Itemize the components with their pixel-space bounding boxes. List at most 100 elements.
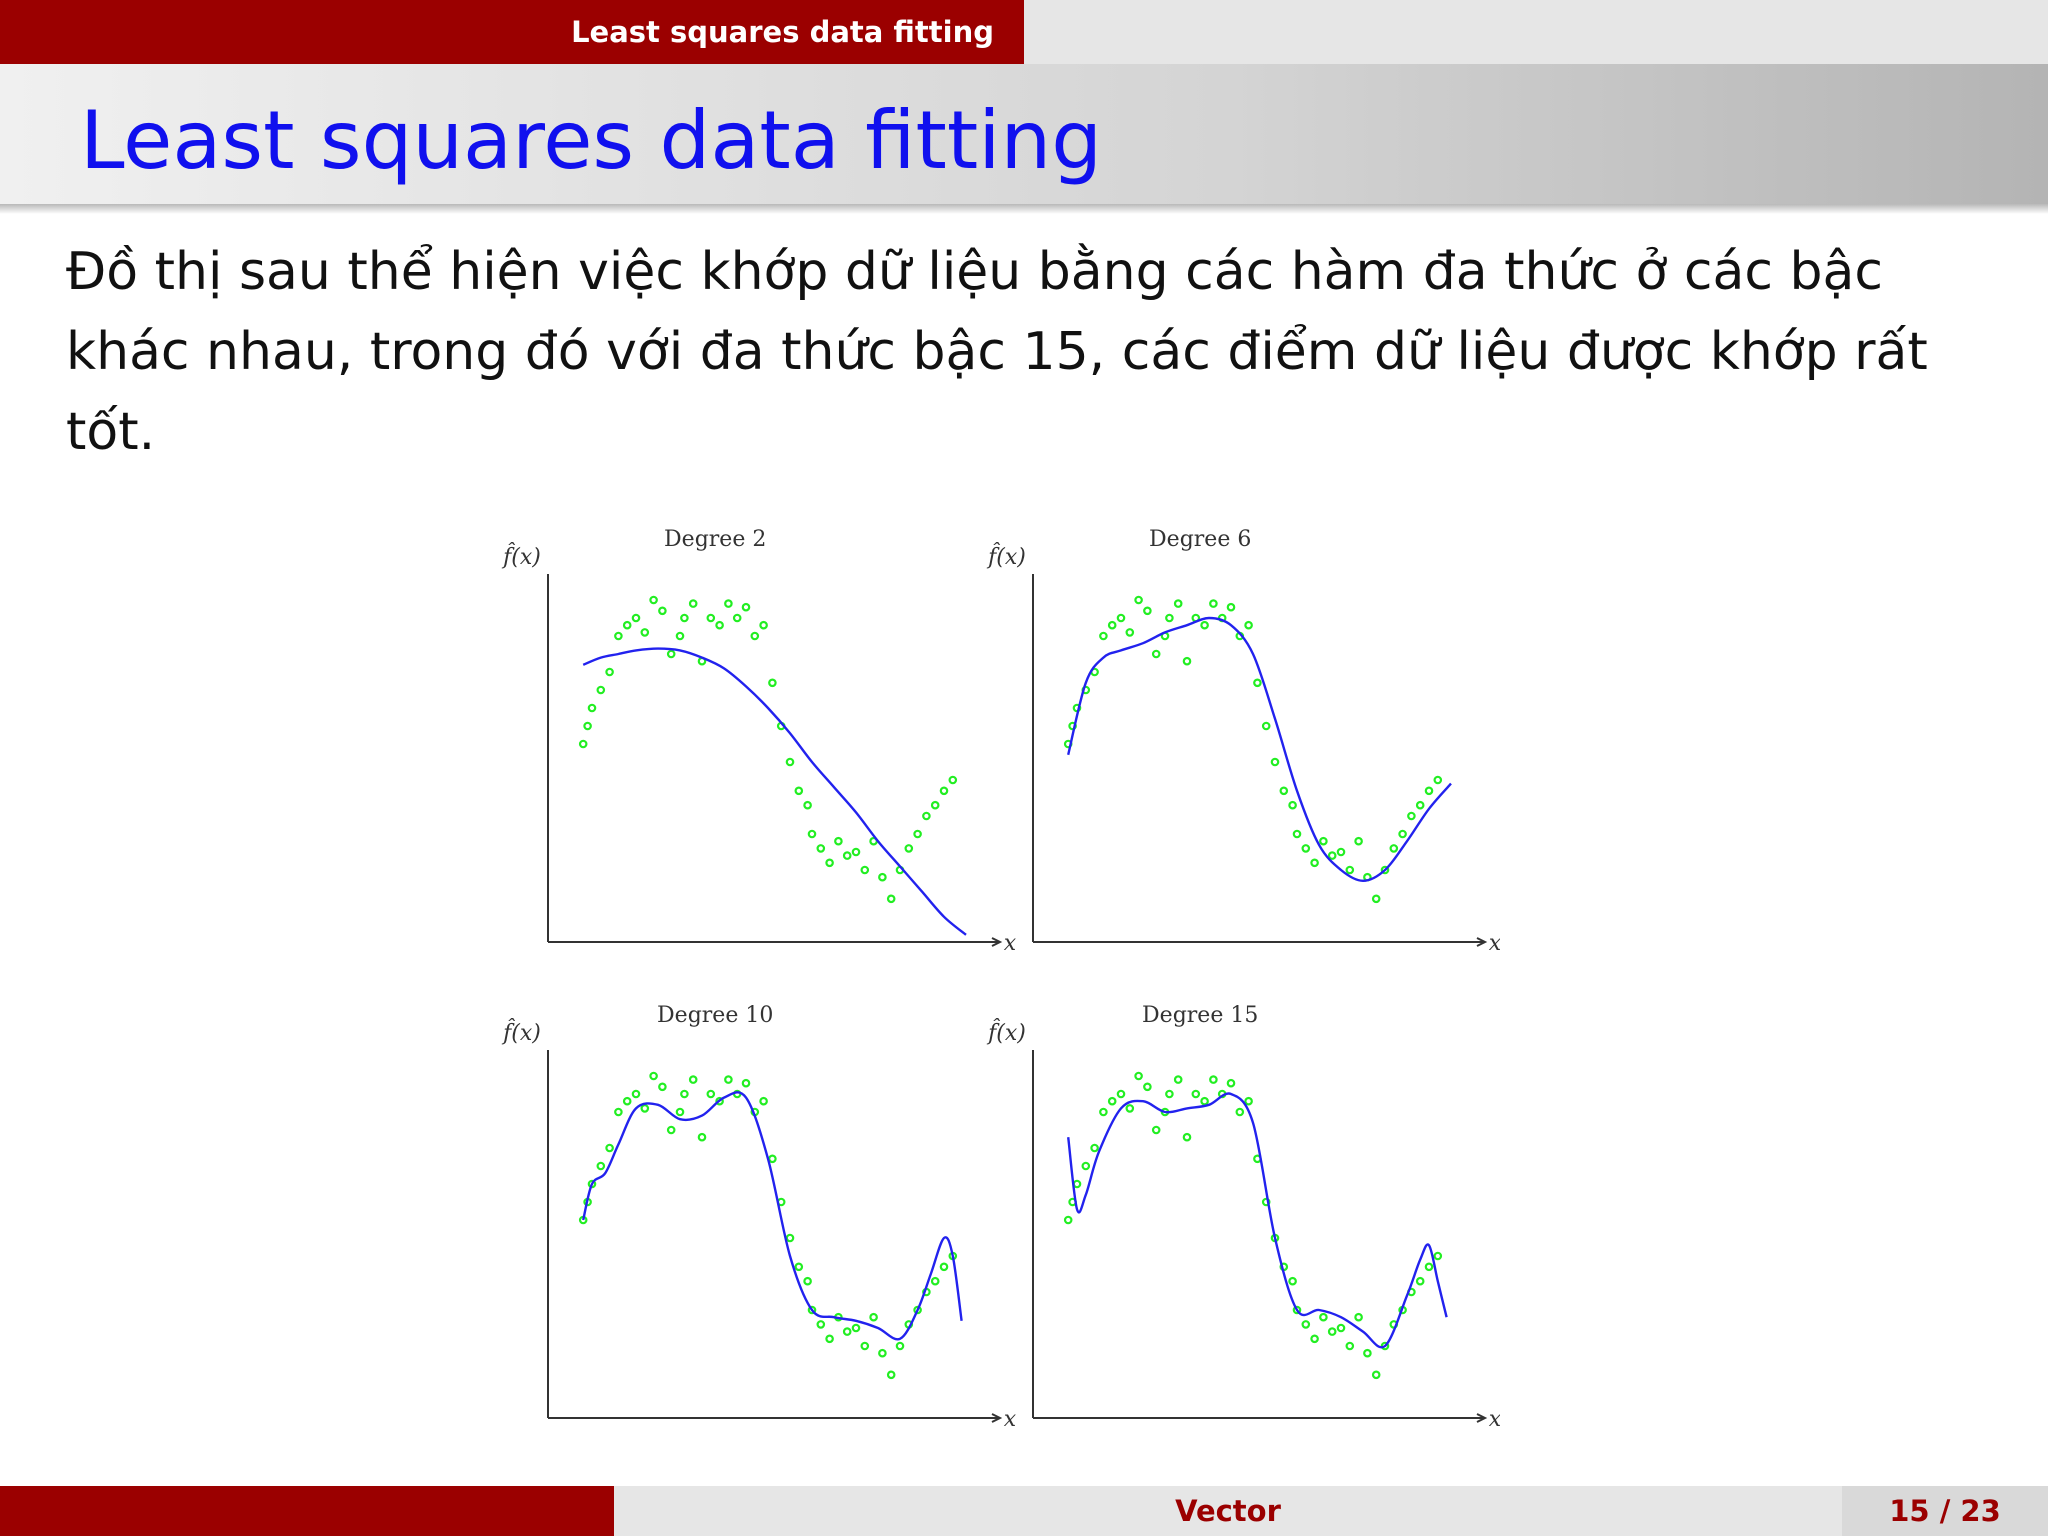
- data-point: [768, 678, 777, 688]
- data-point: [649, 595, 658, 605]
- data-point: [1327, 851, 1337, 860]
- data-point: [640, 628, 650, 637]
- data-point: [1125, 628, 1135, 637]
- data-point: [715, 1096, 724, 1106]
- data-point: [1209, 1075, 1218, 1084]
- footer-bar: Vector 15 / 23: [0, 1486, 2048, 1536]
- data-point: [622, 620, 632, 630]
- y-axis-label: f̂(x): [501, 1019, 541, 1046]
- data-point: [741, 1078, 751, 1088]
- data-point: [1433, 775, 1443, 785]
- data-point: [794, 786, 804, 796]
- top-bar-filler: [1024, 0, 2048, 64]
- data-point: [1288, 1276, 1297, 1286]
- data-point: [759, 620, 768, 630]
- data-point: [913, 1305, 922, 1315]
- data-point: [1424, 786, 1434, 796]
- chart-panel-1: Degree 2 f̂(x) x: [501, 527, 1017, 956]
- chart-panel-3: Degree 10 f̂(x) x: [501, 1003, 1017, 1432]
- data-point: [596, 685, 606, 695]
- data-point: [842, 851, 852, 860]
- data-point: [741, 602, 751, 612]
- data-point: [631, 613, 641, 623]
- section-title[interactable]: Least squares data fitting: [0, 0, 1024, 64]
- data-point: [614, 1107, 623, 1117]
- data-point: [658, 1082, 667, 1092]
- chart-title: Degree 6: [1149, 527, 1251, 552]
- y-axis-label: f̂(x): [986, 543, 1026, 570]
- data-point: [1191, 1089, 1201, 1099]
- data-point: [886, 1370, 896, 1380]
- data-point: [922, 811, 931, 821]
- data-point: [587, 703, 597, 713]
- data-point: [794, 1262, 804, 1272]
- data-point: [1200, 1096, 1209, 1106]
- body-text: Đồ thị sau thể hiện việc khớp dữ liệu bằ…: [66, 242, 1928, 462]
- data-point: [1288, 800, 1297, 810]
- data-point: [614, 631, 623, 641]
- data-point: [750, 631, 760, 641]
- fit-curve: [582, 1091, 963, 1341]
- data-point: [785, 757, 795, 767]
- data-point: [851, 1323, 861, 1333]
- data-point: [715, 620, 724, 630]
- x-axis-label: x: [1004, 931, 1017, 956]
- data-point: [688, 1075, 698, 1084]
- data-point: [1143, 1082, 1152, 1092]
- data-point: [1310, 858, 1319, 868]
- data-point: [816, 1320, 826, 1329]
- data-point: [1279, 786, 1289, 796]
- data-point: [1107, 620, 1117, 630]
- x-axis-label: x: [1004, 1407, 1017, 1432]
- data-point: [1134, 595, 1143, 605]
- chart-title: Degree 2: [664, 527, 766, 552]
- data-point: [807, 1305, 817, 1315]
- frame-title: Least squares data fitting: [80, 94, 1102, 187]
- data-point: [1063, 1215, 1073, 1225]
- data-point: [825, 1334, 834, 1344]
- data-point: [1336, 847, 1346, 857]
- x-axis-arrow: [1476, 1413, 1488, 1423]
- data-point: [724, 599, 733, 608]
- data-point: [1165, 613, 1174, 623]
- data-point: [680, 613, 689, 623]
- data-point: [706, 613, 716, 623]
- data-point: [834, 836, 843, 846]
- data-point: [948, 775, 958, 785]
- fit-curve: [1067, 1092, 1448, 1349]
- data-point: [803, 1276, 812, 1286]
- data-point: [886, 894, 896, 904]
- data-point: [1327, 1327, 1337, 1336]
- data-point: [1235, 1107, 1245, 1117]
- data-point: [1270, 757, 1280, 767]
- data-point: [807, 829, 817, 839]
- data-point: [1081, 1161, 1091, 1171]
- data-point: [658, 606, 667, 616]
- data-point: [1407, 811, 1416, 821]
- top-navigation-bar: Least squares data fitting: [0, 0, 2048, 64]
- data-point: [930, 800, 940, 810]
- data-point: [1292, 1305, 1302, 1315]
- data-point: [1116, 1089, 1126, 1099]
- data-point: [1072, 1179, 1082, 1189]
- y-axis-label: f̂(x): [501, 543, 541, 570]
- data-point: [842, 1327, 852, 1336]
- fit-curve: [582, 647, 967, 936]
- data-point: [1226, 1078, 1236, 1088]
- data-point: [1371, 1370, 1381, 1380]
- data-point: [1143, 606, 1152, 616]
- data-point: [1244, 1096, 1253, 1106]
- footer-left-block: [0, 1486, 614, 1536]
- data-point: [732, 613, 742, 623]
- data-point: [1433, 1251, 1443, 1261]
- data-point: [1354, 836, 1363, 846]
- data-point: [759, 1096, 768, 1106]
- data-point: [1345, 865, 1355, 875]
- data-point: [1134, 1071, 1143, 1081]
- data-point: [851, 847, 861, 857]
- data-point: [1253, 678, 1262, 688]
- fit-curve: [1067, 616, 1452, 883]
- data-point: [1415, 800, 1425, 810]
- data-point: [816, 844, 826, 853]
- data-point: [1301, 1320, 1311, 1329]
